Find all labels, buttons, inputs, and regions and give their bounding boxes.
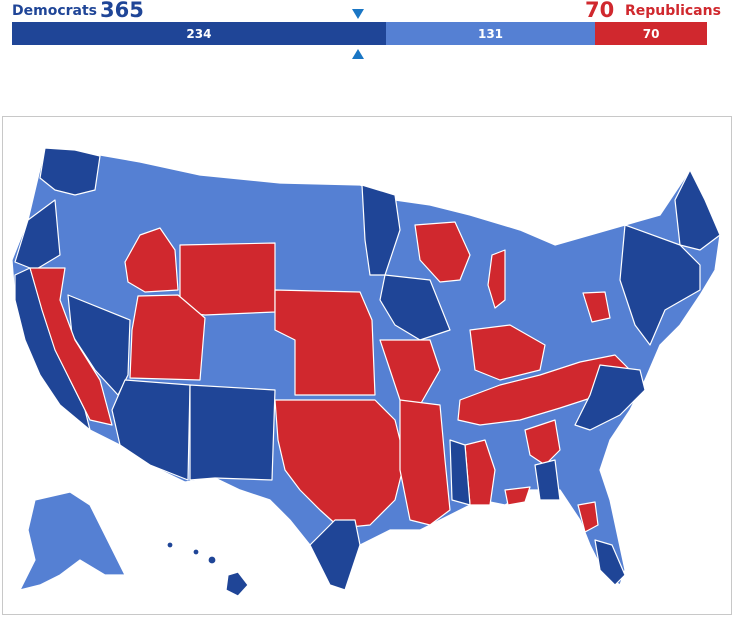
seat-bar-rep-label: 70 bbox=[642, 26, 660, 41]
map-region-hawaii-islet-1 bbox=[207, 555, 217, 565]
seat-bar-dem-lean-label: 131 bbox=[477, 26, 504, 41]
democrats-label: Democrats bbox=[12, 3, 97, 19]
map-region-rep-florida-west bbox=[577, 501, 599, 533]
map-region-dem-georgia-east bbox=[534, 459, 561, 501]
map-region-rep-wyoming bbox=[179, 242, 276, 316]
map-region-hawaii-islet-3 bbox=[166, 541, 174, 549]
map-region-hawaii-islet-2 bbox=[192, 548, 200, 556]
district-map bbox=[2, 116, 732, 615]
map-region-hawaii bbox=[225, 571, 249, 597]
map-region-rep-california-inland bbox=[29, 267, 113, 426]
map-region-rep-ohio-indiana bbox=[469, 324, 546, 381]
map-region-dem-carolinas bbox=[574, 364, 646, 431]
map-region-rep-idaho bbox=[124, 227, 179, 293]
seat-bar-dem-safe[interactable]: 234 bbox=[12, 22, 386, 45]
map-region-dem-deep-south bbox=[449, 439, 471, 506]
seat-bar: 234 131 70 bbox=[12, 22, 707, 45]
map-region-rep-pennsylvania bbox=[582, 291, 611, 323]
map-region-rep-georgia bbox=[524, 419, 561, 466]
map-region-rep-nebraska-kansas bbox=[274, 289, 376, 396]
majority-marker-top-icon bbox=[352, 9, 364, 19]
seat-bar-dem-lean[interactable]: 131 bbox=[385, 22, 596, 45]
map-region-dem-florida-south bbox=[594, 539, 626, 586]
majority-marker-bottom-icon bbox=[352, 49, 364, 59]
map-region-dem-washington bbox=[39, 147, 101, 196]
map-region-dem-texas-south bbox=[309, 519, 361, 591]
republicans-label: Republicans bbox=[625, 3, 721, 19]
seat-tally-header: Democrats 365 70 Republicans 234 131 70 bbox=[0, 0, 736, 80]
democrats-total: 365 bbox=[100, 0, 144, 22]
map-region-alaska bbox=[19, 491, 126, 591]
seat-bar-dem-safe-label: 234 bbox=[186, 26, 212, 41]
map-region-dem-new-mexico bbox=[189, 384, 276, 481]
map-region-dem-arizona bbox=[111, 379, 191, 481]
map-region-dem-northeast bbox=[619, 224, 701, 346]
map-region-rep-wisconsin bbox=[414, 221, 471, 283]
seat-bar-rep[interactable]: 70 bbox=[595, 22, 707, 45]
map-region-rep-arkansas-louisiana bbox=[399, 399, 451, 526]
map-region-rep-florida-gulf bbox=[504, 486, 531, 506]
map-region-rep-utah bbox=[129, 294, 206, 381]
map-region-dem-maine bbox=[674, 169, 721, 251]
map-region-dem-oregon-coast bbox=[14, 199, 61, 271]
republicans-total: 70 bbox=[585, 0, 615, 22]
map-region-rep-michigan bbox=[487, 249, 506, 309]
